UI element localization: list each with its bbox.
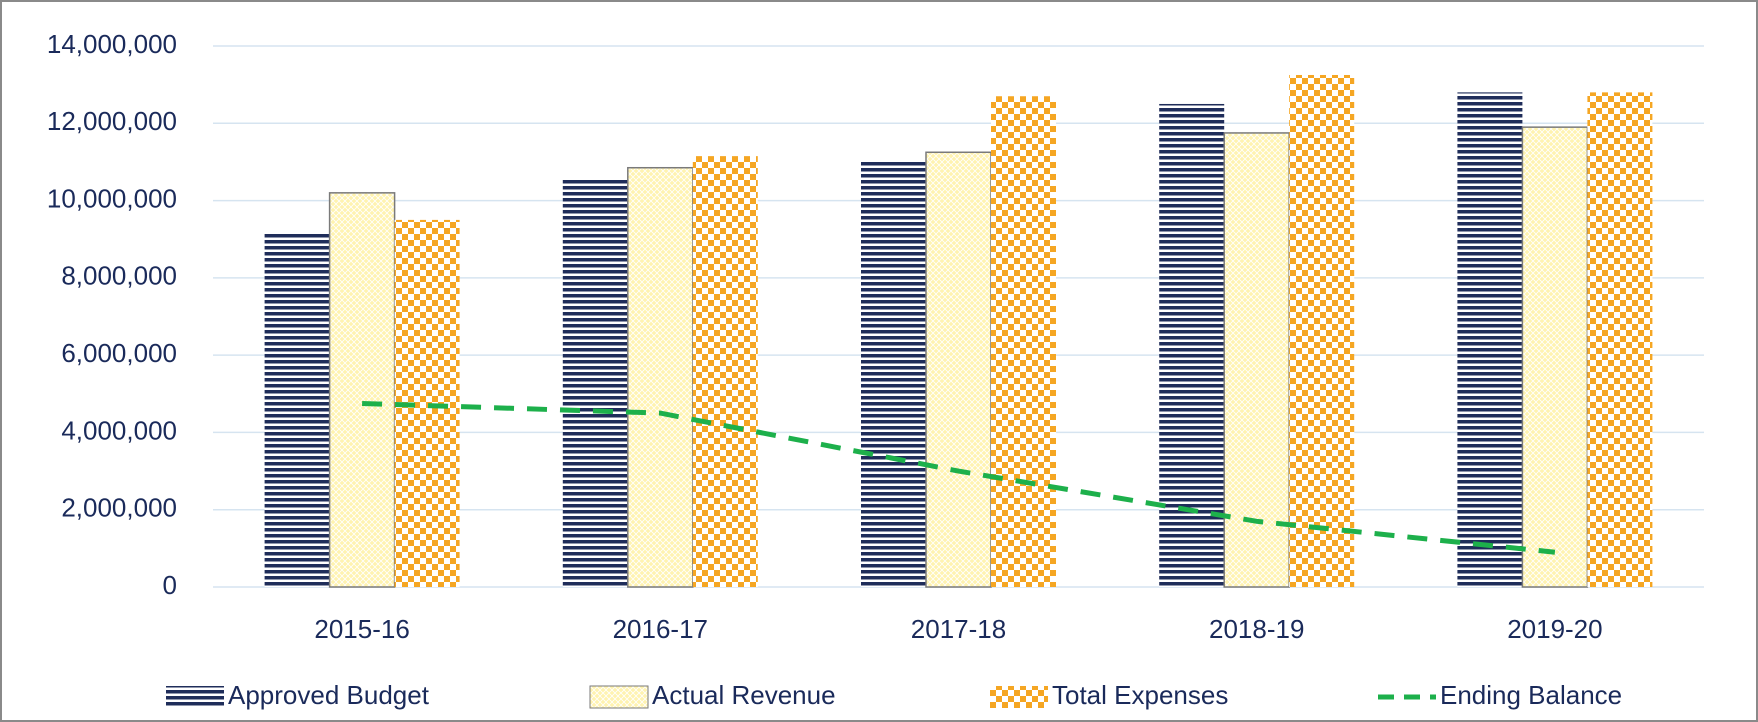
- legend-label: Ending Balance: [1440, 680, 1622, 710]
- bar: [1289, 74, 1355, 588]
- x-tick-label: 2019-20: [1507, 614, 1602, 644]
- bar: [562, 179, 628, 587]
- y-tick-label: 0: [163, 570, 177, 600]
- y-tick-label: 12,000,000: [47, 106, 177, 136]
- x-tick-label: 2018-19: [1209, 614, 1304, 644]
- bar: [991, 96, 1056, 587]
- bar: [1521, 126, 1589, 588]
- x-tick-label: 2017-18: [911, 614, 1006, 644]
- bar: [1587, 92, 1653, 587]
- legend-label: Approved Budget: [228, 680, 430, 710]
- y-tick-label: 2,000,000: [61, 493, 177, 523]
- bar: [328, 192, 396, 588]
- bar: [1457, 92, 1523, 587]
- y-tick-label: 6,000,000: [61, 338, 177, 368]
- legend-swatch: [589, 685, 649, 709]
- line-series: [362, 400, 1556, 555]
- x-tick-label: 2015-16: [314, 614, 409, 644]
- bar: [692, 156, 758, 587]
- y-tick-label: 8,000,000: [61, 261, 177, 291]
- bar: [861, 161, 926, 587]
- bar: [925, 151, 992, 588]
- legend-label: Actual Revenue: [652, 680, 836, 710]
- legend-swatch: [990, 686, 1048, 708]
- legend-swatch: [166, 686, 224, 708]
- legend-label: Total Expenses: [1052, 680, 1228, 710]
- bar: [264, 233, 330, 588]
- bar: [1223, 132, 1290, 588]
- y-tick-label: 4,000,000: [61, 415, 177, 445]
- x-tick-label: 2016-17: [613, 614, 708, 644]
- y-tick-label: 10,000,000: [47, 183, 177, 213]
- y-tick-label: 14,000,000: [47, 29, 177, 59]
- bar: [1159, 103, 1225, 587]
- bar: [627, 166, 694, 588]
